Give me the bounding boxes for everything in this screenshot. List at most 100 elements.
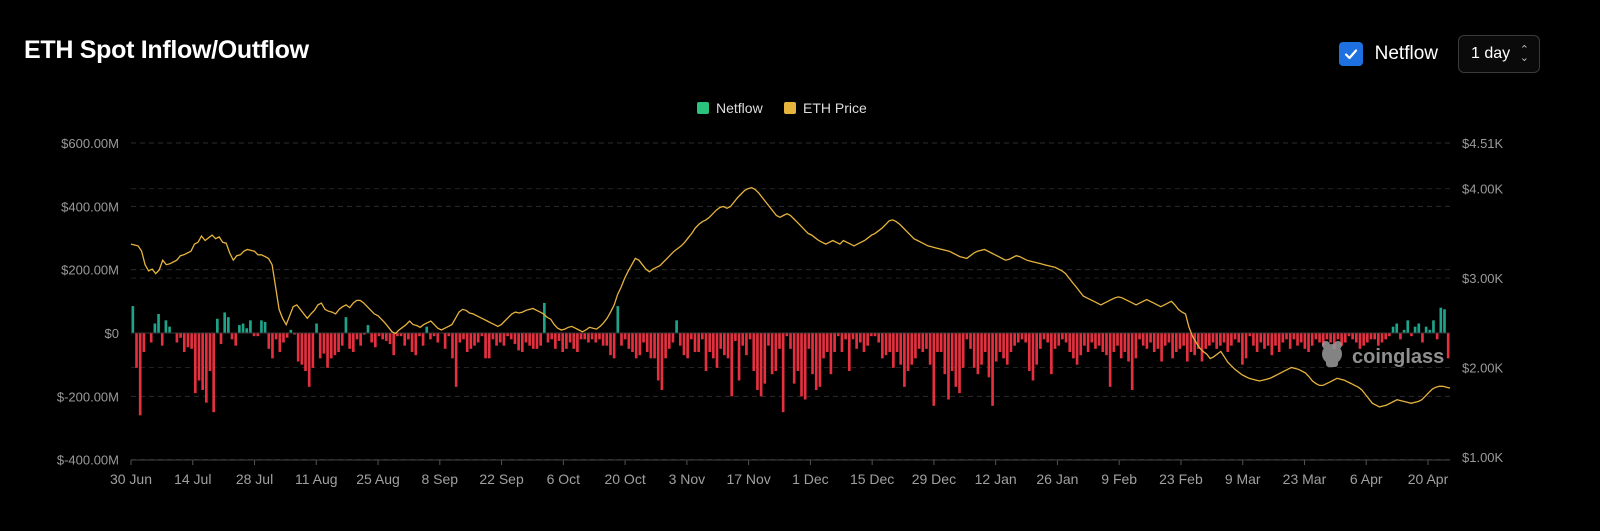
netflow-bar [781, 333, 785, 413]
legend-netflow-swatch[interactable] [697, 102, 709, 114]
netflow-bar [870, 333, 873, 337]
netflow-bar [862, 333, 866, 352]
netflow-bar [1027, 333, 1031, 371]
netflow-bar [443, 333, 447, 349]
netflow-bar [197, 333, 201, 381]
netflow-bar [473, 333, 476, 346]
netflow-bar [1358, 333, 1362, 349]
netflow-bar [1233, 333, 1237, 340]
netflow-bar [260, 320, 263, 333]
netflow-bar [271, 333, 274, 359]
netflow-bar [767, 333, 770, 346]
netflow-bar [1281, 333, 1285, 343]
netflow-bar [991, 333, 994, 406]
netflow-bar [234, 333, 238, 346]
netflow-bar [616, 306, 620, 333]
x-tick-label: 14 Jul [174, 471, 211, 487]
netflow-toggle-label[interactable]: Netflow [1374, 43, 1438, 64]
right-tick-label: $1.00K [1462, 450, 1504, 465]
netflow-bar [605, 333, 609, 346]
netflow-bar [348, 333, 351, 349]
netflow-bar [1182, 333, 1185, 346]
netflow-bar [484, 333, 487, 359]
right-tick-label: $3.00K [1462, 271, 1504, 286]
netflow-bar [1270, 333, 1274, 356]
netflow-bar [1031, 333, 1035, 381]
legend-eth-price-swatch[interactable] [784, 102, 796, 114]
netflow-bar [1432, 320, 1435, 333]
netflow-bar [340, 333, 344, 346]
netflow-bar [1446, 333, 1450, 359]
interval-select[interactable]: 1 day ⌃ ⌄ [1458, 35, 1540, 73]
netflow-bar [844, 333, 847, 340]
netflow-bar [778, 333, 781, 349]
netflow-bar [579, 333, 583, 340]
netflow-checkbox[interactable] [1338, 42, 1363, 66]
x-tick-label: 25 Aug [356, 471, 400, 487]
netflow-bar [561, 333, 565, 352]
netflow-bar [1399, 333, 1402, 340]
netflow-bar [1443, 309, 1446, 333]
netflow-bar [752, 333, 756, 371]
netflow-bar [304, 333, 307, 371]
netflow-bar [454, 333, 458, 387]
netflow-bar [833, 333, 836, 352]
left-tick-label: $200.00M [61, 263, 119, 278]
netflow-bar [1178, 333, 1182, 349]
netflow-bar [1174, 333, 1178, 352]
netflow-bar [980, 333, 983, 365]
netflow-bar [1230, 333, 1233, 346]
netflow-bar [947, 333, 950, 400]
netflow-bar [1388, 333, 1391, 337]
netflow-bar [1123, 333, 1127, 352]
netflow-bar [1024, 333, 1027, 343]
netflow-bar [961, 333, 965, 368]
netflow-bar [1318, 333, 1321, 343]
netflow-bar [1299, 333, 1303, 343]
netflow-bar [1417, 323, 1421, 333]
netflow-bar [293, 333, 296, 335]
netflow-bar [1083, 333, 1086, 346]
netflow-bar [568, 333, 572, 343]
x-tick-label: 20 Apr [1408, 471, 1449, 487]
netflow-bar [1046, 333, 1050, 343]
legend-netflow-label[interactable]: Netflow [716, 100, 764, 116]
x-tick-label: 20 Oct [604, 471, 645, 487]
netflow-bar [921, 333, 925, 352]
netflow-bar [756, 333, 759, 390]
netflow-bar [612, 333, 616, 359]
netflow-bar [858, 333, 862, 343]
netflow-bar [1373, 333, 1377, 340]
netflow-bar [1413, 326, 1417, 333]
legend-eth-price-label[interactable]: ETH Price [803, 100, 867, 116]
netflow-bar [1061, 333, 1064, 340]
netflow-bar [829, 333, 833, 375]
netflow-bar [723, 333, 726, 356]
netflow-bar [1002, 333, 1005, 359]
netflow-bar [877, 333, 881, 343]
netflow-bar [620, 333, 623, 346]
netflow-bar [554, 333, 557, 349]
netflow-bar [1263, 333, 1266, 349]
netflow-bar [315, 323, 318, 333]
netflow-bar [263, 321, 267, 333]
interval-value: 1 day [1471, 45, 1511, 62]
netflow-bar [157, 314, 160, 333]
netflow-bar [697, 333, 700, 352]
netflow-bar [1421, 333, 1424, 343]
x-tick-label: 12 Jan [975, 471, 1017, 487]
netflow-bar [1208, 333, 1211, 346]
netflow-bar [1314, 333, 1318, 340]
netflow-bar [421, 333, 425, 346]
netflow-bar [675, 320, 678, 333]
netflow-bar [800, 333, 803, 397]
page-title: ETH Spot Inflow/Outflow [24, 36, 309, 64]
netflow-bar [543, 302, 546, 333]
netflow-bar [182, 333, 186, 352]
netflow-bar [825, 333, 829, 352]
netflow-bar [1090, 333, 1094, 343]
netflow-bar [1215, 333, 1219, 349]
netflow-bar [403, 333, 407, 346]
netflow-bar [1167, 333, 1171, 343]
netflow-bar [638, 333, 642, 356]
